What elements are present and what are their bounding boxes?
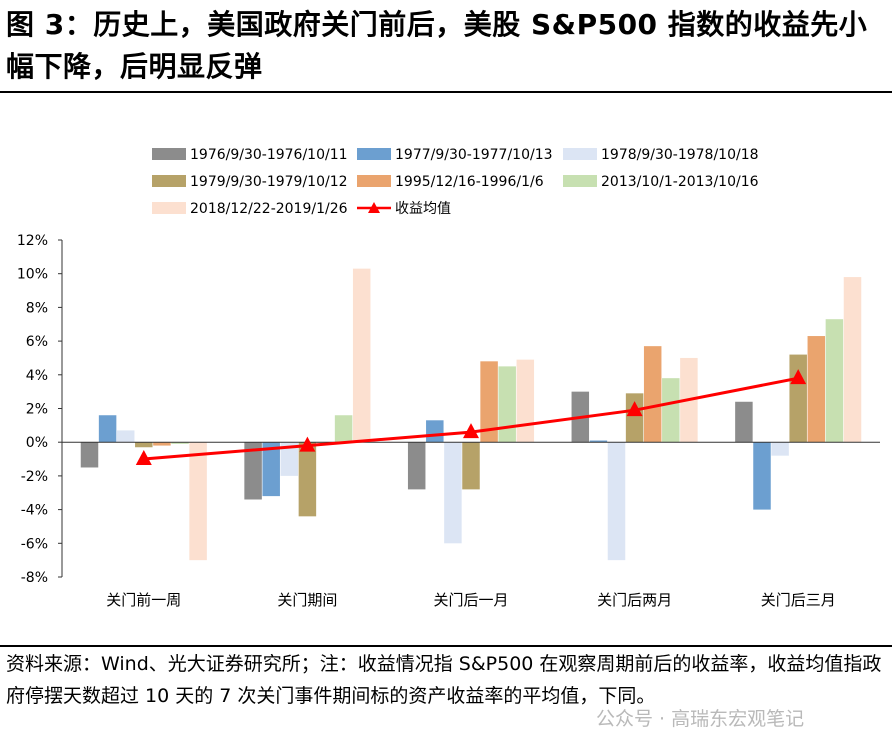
y-tick-label: -6%	[21, 536, 48, 552]
y-tick-label: -2%	[21, 469, 48, 485]
bar-2-cat-5	[753, 442, 771, 510]
y-tick-label: 6%	[26, 334, 48, 350]
legend-swatch-7	[152, 202, 186, 214]
bar-2-cat-2	[262, 442, 280, 497]
x-tick-label: 关门后一月	[433, 591, 508, 609]
bar-6-cat-4	[662, 378, 680, 443]
bar-4-cat-5	[789, 354, 807, 443]
bar-1-cat-3	[407, 442, 426, 490]
bar-7-cat-2	[352, 268, 371, 443]
bar-7-cat-3	[516, 359, 535, 443]
title-rule	[0, 91, 892, 93]
bar-6-cat-2	[334, 415, 353, 443]
average-marker	[790, 369, 807, 385]
average-marker	[626, 401, 643, 417]
bar-7-cat-5	[843, 277, 862, 443]
bar-5-cat-1	[153, 442, 171, 446]
y-tick-label: 0%	[26, 435, 48, 451]
bar-4-cat-3	[462, 442, 480, 490]
bar-3-cat-1	[116, 430, 135, 443]
legend-label-5: 1995/12/16-1996/1/6	[395, 174, 544, 190]
bar-2-cat-4	[589, 440, 608, 443]
legend-label-7: 2018/12/22-2019/1/26	[190, 201, 348, 217]
legend-swatch-3	[563, 148, 597, 160]
bar-3-cat-4	[607, 442, 626, 561]
bar-1-cat-5	[735, 401, 753, 443]
y-tick-label: 2%	[26, 402, 48, 418]
average-marker	[299, 436, 316, 452]
legend-swatch-5	[357, 175, 391, 187]
y-tick-label: -8%	[21, 570, 48, 586]
x-tick-label: 关门前一周	[106, 591, 181, 609]
bar-4-cat-2	[298, 442, 317, 517]
legend-label-6: 2013/10/1-2013/10/16	[601, 174, 759, 190]
bar-5-cat-5	[807, 336, 826, 443]
bar-4-cat-1	[135, 442, 153, 448]
x-tick-label: 关门后两月	[597, 591, 672, 609]
bar-chart: 1976/9/30-1976/10/11 1977/9/30-1977/10/13…	[17, 147, 880, 609]
average-marker	[463, 423, 479, 439]
bar-1-cat-2	[244, 442, 262, 500]
x-tick-label: 关门后三月	[761, 591, 836, 609]
y-tick-label: 8%	[26, 300, 48, 316]
legend-avg-marker	[368, 202, 380, 213]
source-rule	[0, 645, 892, 647]
y-tick-label: 10%	[17, 267, 48, 283]
legend-swatch-2	[357, 148, 391, 160]
legend-label-4: 1979/9/30-1979/10/12	[190, 174, 348, 190]
x-tick-label: 关门期间	[277, 591, 337, 609]
bar-3-cat-5	[771, 442, 789, 456]
bar-5-cat-4	[643, 346, 662, 443]
bar-3-cat-2	[280, 442, 299, 476]
source-note: 资料来源：Wind、光大证券研究所；注：收益情况指 S&P500 在观察周期前后…	[6, 653, 882, 707]
figure-title: 图 3：历史上，美国政府关门前后，美股 S&P500 指数的收益先小幅下降，后明…	[6, 8, 868, 83]
bar-1-cat-1	[80, 442, 99, 468]
bar-3-cat-3	[444, 442, 462, 544]
y-tick-label: -4%	[21, 503, 48, 519]
y-tick-label: 4%	[26, 368, 48, 384]
bar-2-cat-3	[426, 420, 444, 443]
bar-7-cat-1	[189, 442, 207, 561]
bar-6-cat-5	[825, 319, 844, 443]
bar-4-cat-4	[625, 393, 644, 443]
bar-6-cat-1	[171, 442, 189, 444]
bar-2-cat-1	[98, 415, 117, 443]
legend-label-2: 1977/9/30-1977/10/13	[395, 147, 553, 163]
bar-5-cat-3	[480, 361, 498, 443]
average-marker	[135, 450, 152, 466]
legend-avg-label: 收益均值	[395, 201, 451, 217]
watermark: 公众号 · 高瑞东宏观笔记	[596, 708, 805, 730]
legend-swatch-4	[152, 175, 186, 187]
y-tick-label: 12%	[17, 233, 48, 249]
legend-swatch-1	[152, 148, 186, 160]
legend-swatch-6	[563, 175, 597, 187]
legend-label-1: 1976/9/30-1976/10/11	[190, 147, 348, 163]
legend-label-3: 1978/9/30-1978/10/18	[601, 147, 759, 163]
bar-6-cat-3	[498, 366, 516, 443]
